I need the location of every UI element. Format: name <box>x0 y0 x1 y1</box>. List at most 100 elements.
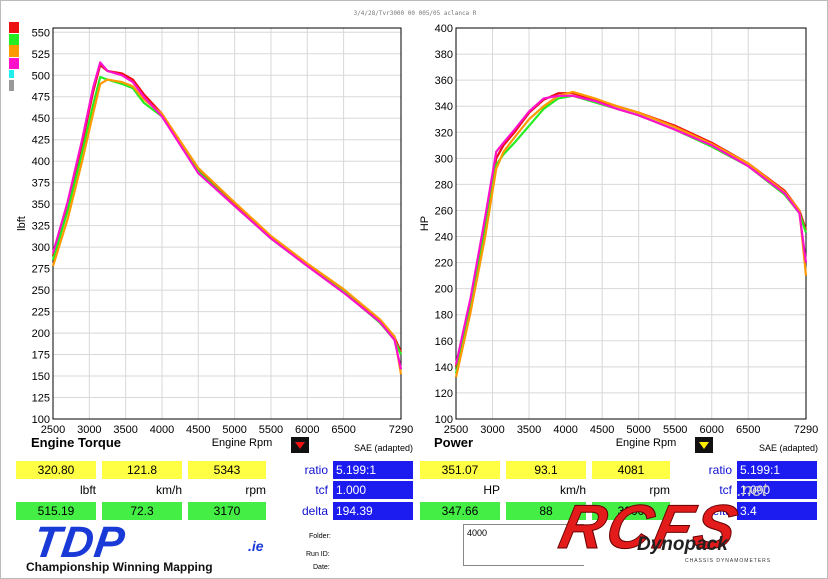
y-tick-label: 200 <box>32 328 50 340</box>
y-tick-label: 250 <box>32 285 50 297</box>
torque-rpm-2: 3170 <box>188 502 266 520</box>
y-tick-label: 225 <box>32 307 50 319</box>
y-tick-label: 450 <box>32 113 50 125</box>
y-tick-label: 350 <box>32 199 50 211</box>
chart-title: Power <box>434 435 473 450</box>
y-tick-label: 275 <box>32 264 50 276</box>
plot-frame <box>52 27 402 420</box>
series-line <box>454 90 808 378</box>
y-tick-label: 360 <box>435 75 453 87</box>
y-tick-label: 220 <box>435 258 453 270</box>
x-tick-label: 7290 <box>389 424 413 436</box>
x-tick-label: 4500 <box>590 424 614 436</box>
delta-value-right: 3.4 <box>737 502 817 520</box>
tcf-label-right: tcf <box>719 483 732 497</box>
y-tick-label: 100 <box>435 414 453 426</box>
x-tick-label: 6500 <box>736 424 760 436</box>
y-tick-label: 340 <box>435 101 453 113</box>
torque-value: 320.80 <box>16 461 96 479</box>
torque-rpm: 5343 <box>188 461 266 479</box>
x-tick-label: 5500 <box>663 424 687 436</box>
x-tick-label: 6500 <box>331 424 355 436</box>
rpm-indicator-arrow <box>295 442 305 449</box>
notes-field-value: 4000 <box>467 528 488 538</box>
x-tick-label: 3000 <box>480 424 504 436</box>
lbft-label: lbft <box>79 483 96 497</box>
ratio-label: ratio <box>304 463 328 477</box>
legend-swatch[interactable] <box>9 58 19 69</box>
x-tick-label: 2500 <box>444 424 468 436</box>
rpm-label: rpm <box>245 483 266 497</box>
legend-swatch[interactable] <box>9 70 14 78</box>
legend-swatch[interactable] <box>9 80 14 91</box>
ratio-value-right: 5.199:1 <box>737 461 817 479</box>
chart-title: Engine Torque <box>31 435 121 450</box>
tdp-logo-suffix: .ie <box>248 538 264 554</box>
delta-value: 194.39 <box>333 502 413 520</box>
hp-label: HP <box>483 483 500 497</box>
legend-swatch[interactable] <box>9 34 19 45</box>
x-tick-label: 2500 <box>41 424 65 436</box>
y-tick-label: 550 <box>32 27 50 39</box>
runid-label: Run ID: <box>306 551 330 558</box>
legend-swatch[interactable] <box>9 22 19 33</box>
legend-swatch[interactable] <box>9 45 19 57</box>
x-tick-label: 5000 <box>222 424 246 436</box>
series-line <box>51 78 403 375</box>
y-tick-label: 100 <box>32 414 50 426</box>
power-rpm-2: 3900 <box>592 502 670 520</box>
notes-field[interactable]: 4000 <box>463 524 584 566</box>
power-value-2: 347.66 <box>420 502 500 520</box>
x-tick-label: 7290 <box>794 424 818 436</box>
y-tick-label: 320 <box>435 127 453 139</box>
y-tick-label: 425 <box>32 135 50 147</box>
tdp-logo: TDP .ie Championship Winning Mapping <box>26 518 286 578</box>
y-tick-label: 400 <box>32 156 50 168</box>
plot-frame <box>455 27 807 420</box>
tcf-value-right: 1.000 <box>737 481 817 499</box>
y-tick-label: 150 <box>32 371 50 383</box>
y-tick-label: 325 <box>32 221 50 233</box>
y-tick-label: 175 <box>32 350 50 362</box>
x-tick-label: 3000 <box>77 424 101 436</box>
kmh-label-right: km/h <box>559 483 586 497</box>
tcf-value: 1.000 <box>333 481 413 499</box>
series-line <box>51 61 403 370</box>
y-tick-label: 125 <box>32 393 50 405</box>
rcfs-logo: RCFS .net Dynopack CHASSIS DYNAMOMETERS <box>553 480 815 576</box>
y-tick-label: 475 <box>32 92 50 104</box>
power-kmh-2: 88 <box>506 502 586 520</box>
chart-note: SAE (adapted) <box>759 443 818 453</box>
y-tick-label: 120 <box>435 388 453 400</box>
tcf-label: tcf <box>315 483 328 497</box>
folder-label: Folder: <box>309 533 331 540</box>
x-tick-label: 4000 <box>150 424 174 436</box>
power-value: 351.07 <box>420 461 500 479</box>
x-tick-label: 3500 <box>113 424 137 436</box>
y-tick-label: 375 <box>32 178 50 190</box>
series-line <box>51 63 403 353</box>
series-line <box>454 92 808 368</box>
date-label: Date: <box>313 564 330 571</box>
y-tick-label: 380 <box>435 49 453 61</box>
x-tick-label: 3500 <box>517 424 541 436</box>
y-axis-label: lbft <box>16 216 28 231</box>
y-tick-label: 400 <box>435 23 453 35</box>
y-axis-label: HP <box>419 216 431 231</box>
x-tick-label: 5500 <box>259 424 283 436</box>
delta-label: delta <box>301 504 328 518</box>
delta-label-right: delta <box>705 504 732 518</box>
x-tick-label: 5000 <box>626 424 650 436</box>
charts-svg: 2500 3000 3500 4000 4500 5000 5500 6000 6500 7290… <box>16 23 818 453</box>
y-tick-label: 525 <box>32 49 50 61</box>
chart-note: SAE (adapted) <box>354 443 413 453</box>
ratio-value: 5.199:1 <box>333 461 413 479</box>
x-tick-label: 6000 <box>699 424 723 436</box>
rcfs-small-text: CHASSIS DYNAMOMETERS <box>685 558 772 564</box>
x-axis-label: Engine Rpm <box>212 437 273 449</box>
dynopack-text: Dynopack <box>637 534 728 555</box>
y-tick-label: 160 <box>435 336 453 348</box>
torque-kmh: 121.8 <box>102 461 182 479</box>
y-tick-label: 260 <box>435 205 453 217</box>
y-tick-label: 240 <box>435 232 453 244</box>
